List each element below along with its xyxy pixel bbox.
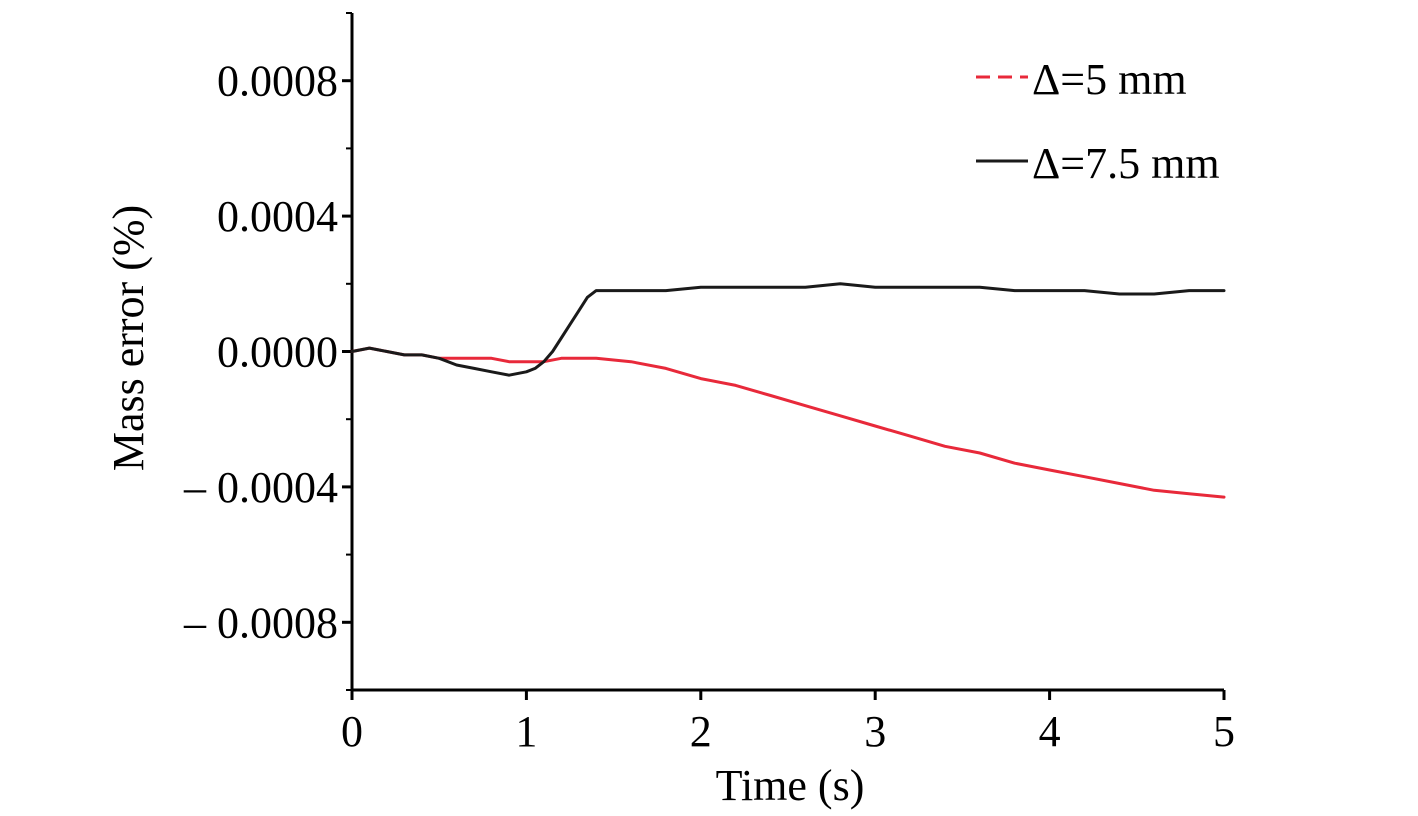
x-tick-label: 1: [515, 707, 537, 756]
series-line-2: [350, 282, 1226, 377]
y-axis-label: Mass error (%): [104, 205, 153, 471]
plot-area: [350, 282, 1226, 499]
y-tick-label: 0.0008: [217, 57, 338, 106]
y-tick-label: – 0.0008: [183, 598, 338, 647]
x-tick-label: 3: [864, 707, 886, 756]
x-tick-label: 4: [1039, 707, 1061, 756]
legend-label-2: Δ=7.5 mm: [1032, 139, 1220, 188]
y-tick-label: – 0.0004: [183, 463, 338, 512]
y-tick-label: 0.0004: [217, 192, 338, 241]
x-tick-label: 0: [341, 707, 363, 756]
axes: 0.0008 0.0004 0.0000 – 0.0004 – 0.0008 0 1 2 3 4 5: [183, 12, 1235, 756]
y-tick-label: 0.0000: [217, 328, 338, 377]
series-line-1: [350, 346, 1226, 499]
x-tick-label: 2: [690, 707, 712, 756]
x-axis-label: Time (s): [716, 761, 865, 810]
legend: Δ=5 mm Δ=7.5 mm: [976, 55, 1220, 188]
legend-label-1: Δ=5 mm: [1032, 55, 1187, 104]
x-tick-label: 5: [1213, 707, 1235, 756]
